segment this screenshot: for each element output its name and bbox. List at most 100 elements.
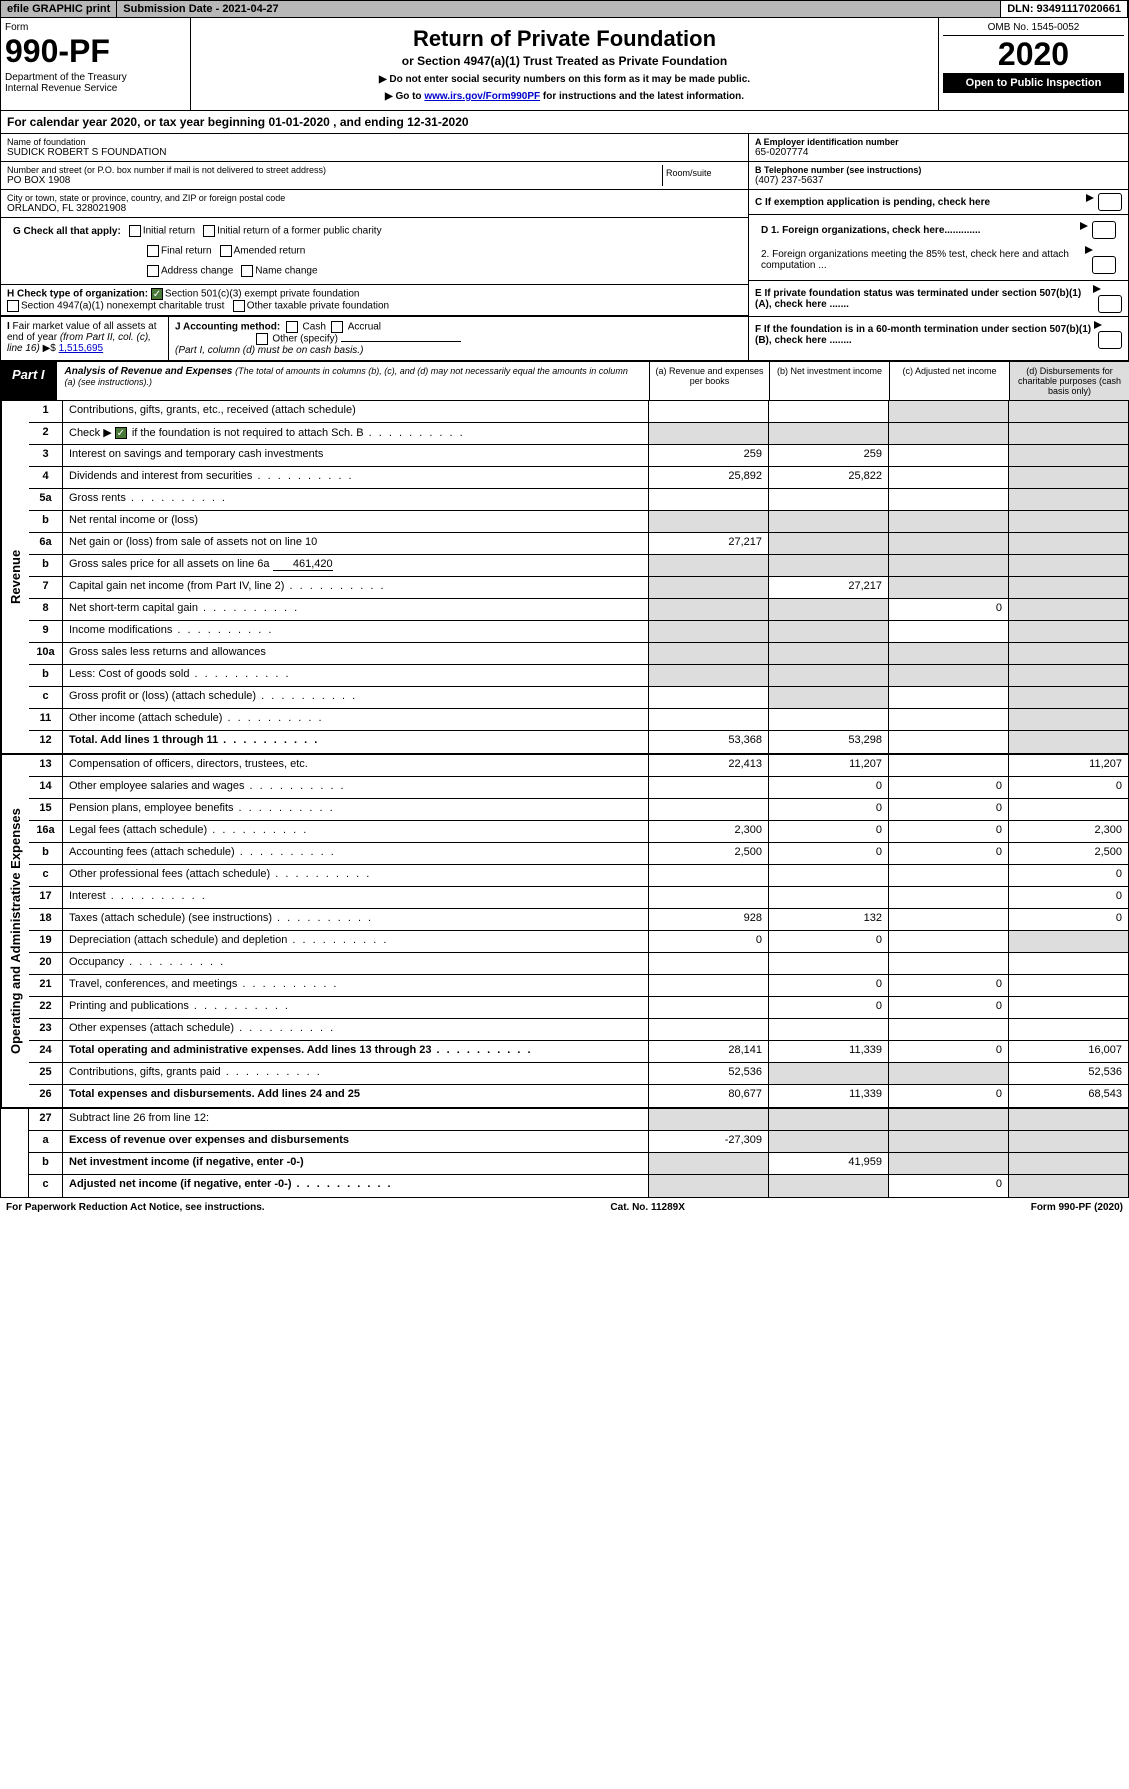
paperwork-notice: For Paperwork Reduction Act Notice, see …	[6, 1202, 265, 1213]
header-right: OMB No. 1545-0052 2020 Open to Public In…	[938, 18, 1128, 110]
table-row: 6aNet gain or (loss) from sale of assets…	[29, 533, 1128, 555]
d1-checkbox[interactable]	[1092, 221, 1116, 239]
table-row: 3Interest on savings and temporary cash …	[29, 445, 1128, 467]
top-bar: efile GRAPHIC print Submission Date - 20…	[0, 0, 1129, 18]
table-row: 21Travel, conferences, and meetings00	[29, 975, 1128, 997]
other-cb[interactable]	[256, 333, 268, 345]
arrow-icon	[1093, 285, 1101, 293]
table-row: bNet investment income (if negative, ent…	[29, 1153, 1128, 1175]
dln-number: DLN: 93491117020661	[1001, 1, 1128, 17]
info-section: Name of foundation SUDICK ROBERT S FOUND…	[0, 134, 1129, 361]
arrow-icon	[1094, 321, 1102, 329]
table-row: 23Other expenses (attach schedule)	[29, 1019, 1128, 1041]
dept-treasury: Department of the TreasuryInternal Reven…	[5, 72, 186, 94]
arrow-icon	[1086, 194, 1094, 202]
form-note-1: ▶ Do not enter social security numbers o…	[199, 74, 930, 85]
revenue-side-label: Revenue	[1, 401, 29, 753]
501c3-cb[interactable]	[151, 288, 163, 300]
e-section: E If private foundation status was termi…	[749, 281, 1128, 317]
j-section: J Accounting method: Cash Accrual Other …	[168, 317, 748, 360]
room-suite: Room/suite	[662, 165, 742, 186]
table-row: bAccounting fees (attach schedule)2,5000…	[29, 843, 1128, 865]
d2-checkbox[interactable]	[1092, 256, 1116, 274]
page-footer: For Paperwork Reduction Act Notice, see …	[0, 1198, 1129, 1217]
table-row: 17Interest0	[29, 887, 1128, 909]
col-b-header: (b) Net investment income	[769, 362, 889, 400]
header-left: Form 990-PF Department of the TreasuryIn…	[1, 18, 191, 110]
table-row: 10aGross sales less returns and allowanc…	[29, 643, 1128, 665]
table-row: 13Compensation of officers, directors, t…	[29, 755, 1128, 777]
tax-year: 2020	[943, 36, 1124, 73]
table-row: aExcess of revenue over expenses and dis…	[29, 1131, 1128, 1153]
table-row: 22Printing and publications00	[29, 997, 1128, 1019]
cash-cb[interactable]	[286, 321, 298, 333]
c-checkbox[interactable]	[1098, 193, 1122, 211]
table-row: 11Other income (attach schedule)	[29, 709, 1128, 731]
table-row: 9Income modifications	[29, 621, 1128, 643]
table-row: cGross profit or (loss) (attach schedule…	[29, 687, 1128, 709]
info-left: Name of foundation SUDICK ROBERT S FOUND…	[1, 134, 748, 360]
table-row: 19Depreciation (attach schedule) and dep…	[29, 931, 1128, 953]
table-row: 5aGross rents	[29, 489, 1128, 511]
part1-table: Revenue 1Contributions, gifts, grants, e…	[0, 401, 1129, 1198]
table-row: cAdjusted net income (if negative, enter…	[29, 1175, 1128, 1197]
table-row: 4Dividends and interest from securities2…	[29, 467, 1128, 489]
col-d-header: (d) Disbursements for charitable purpose…	[1009, 362, 1129, 400]
table-row: 24Total operating and administrative exp…	[29, 1041, 1128, 1063]
d-section: D 1. Foreign organizations, check here..…	[749, 215, 1128, 281]
form-header: Form 990-PF Department of the TreasuryIn…	[0, 18, 1129, 111]
table-row: 25Contributions, gifts, grants paid52,53…	[29, 1063, 1128, 1085]
arrow-icon	[1085, 246, 1093, 254]
cat-number: Cat. No. 11289X	[610, 1202, 684, 1213]
initial-return-cb[interactable]	[129, 225, 141, 237]
irs-link[interactable]: www.irs.gov/Form990PF	[424, 91, 540, 102]
part1-title: Analysis of Revenue and Expenses (The to…	[57, 361, 649, 401]
table-row: bNet rental income or (loss)	[29, 511, 1128, 533]
efile-label: efile GRAPHIC print	[1, 1, 117, 17]
initial-former-cb[interactable]	[203, 225, 215, 237]
form-title: Return of Private Foundation	[199, 26, 930, 52]
h-section: H Check type of organization: Section 50…	[1, 285, 748, 316]
table-row: 8Net short-term capital gain0	[29, 599, 1128, 621]
table-row: bLess: Cost of goods sold	[29, 665, 1128, 687]
col-a-header: (a) Revenue and expenses per books	[649, 362, 769, 400]
form-label: Form	[5, 22, 186, 33]
accrual-cb[interactable]	[331, 321, 343, 333]
form-subtitle: or Section 4947(a)(1) Trust Treated as P…	[199, 54, 930, 68]
col-c-header: (c) Adjusted net income	[889, 362, 1009, 400]
table-row: 26Total expenses and disbursements. Add …	[29, 1085, 1128, 1107]
table-row: 15Pension plans, employee benefits00	[29, 799, 1128, 821]
ein-cell: A Employer identification number 65-0207…	[749, 134, 1128, 162]
c-exemption: C If exemption application is pending, c…	[749, 190, 1128, 215]
table-row: 20Occupancy	[29, 953, 1128, 975]
address-cell: Number and street (or P.O. box number if…	[1, 162, 748, 190]
form-number: 990-PF	[5, 33, 186, 70]
foundation-name-cell: Name of foundation SUDICK ROBERT S FOUND…	[1, 134, 748, 162]
table-row: 7Capital gain net income (from Part IV, …	[29, 577, 1128, 599]
name-change-cb[interactable]	[241, 265, 253, 277]
table-row: 1Contributions, gifts, grants, etc., rec…	[29, 401, 1128, 423]
address-change-cb[interactable]	[147, 265, 159, 277]
expenses-side-label: Operating and Administrative Expenses	[1, 755, 29, 1107]
amended-cb[interactable]	[220, 245, 232, 257]
g-section: G Check all that apply: Initial return I…	[1, 218, 748, 285]
final-return-cb[interactable]	[147, 245, 159, 257]
e-checkbox[interactable]	[1098, 295, 1122, 313]
other-taxable-cb[interactable]	[233, 300, 245, 312]
table-row: 14Other employee salaries and wages000	[29, 777, 1128, 799]
4947-cb[interactable]	[7, 300, 19, 312]
arrow-icon	[1080, 222, 1088, 230]
form-ref: Form 990-PF (2020)	[1031, 1202, 1123, 1213]
i-section: I Fair market value of all assets at end…	[1, 317, 168, 360]
calendar-year: For calendar year 2020, or tax year begi…	[0, 111, 1129, 134]
form-note-2: ▶ Go to www.irs.gov/Form990PF for instru…	[199, 91, 930, 102]
table-row: 18Taxes (attach schedule) (see instructi…	[29, 909, 1128, 931]
fmv-link[interactable]: 1,515,695	[59, 343, 104, 354]
f-section: F If the foundation is in a 60-month ter…	[749, 317, 1128, 352]
submission-date: Submission Date - 2021-04-27	[117, 1, 1001, 17]
header-mid: Return of Private Foundation or Section …	[191, 18, 938, 110]
table-row: 12Total. Add lines 1 through 1153,36853,…	[29, 731, 1128, 753]
open-public: Open to Public Inspection	[943, 73, 1124, 93]
sch-b-cb[interactable]	[115, 427, 127, 439]
f-checkbox[interactable]	[1098, 331, 1122, 349]
